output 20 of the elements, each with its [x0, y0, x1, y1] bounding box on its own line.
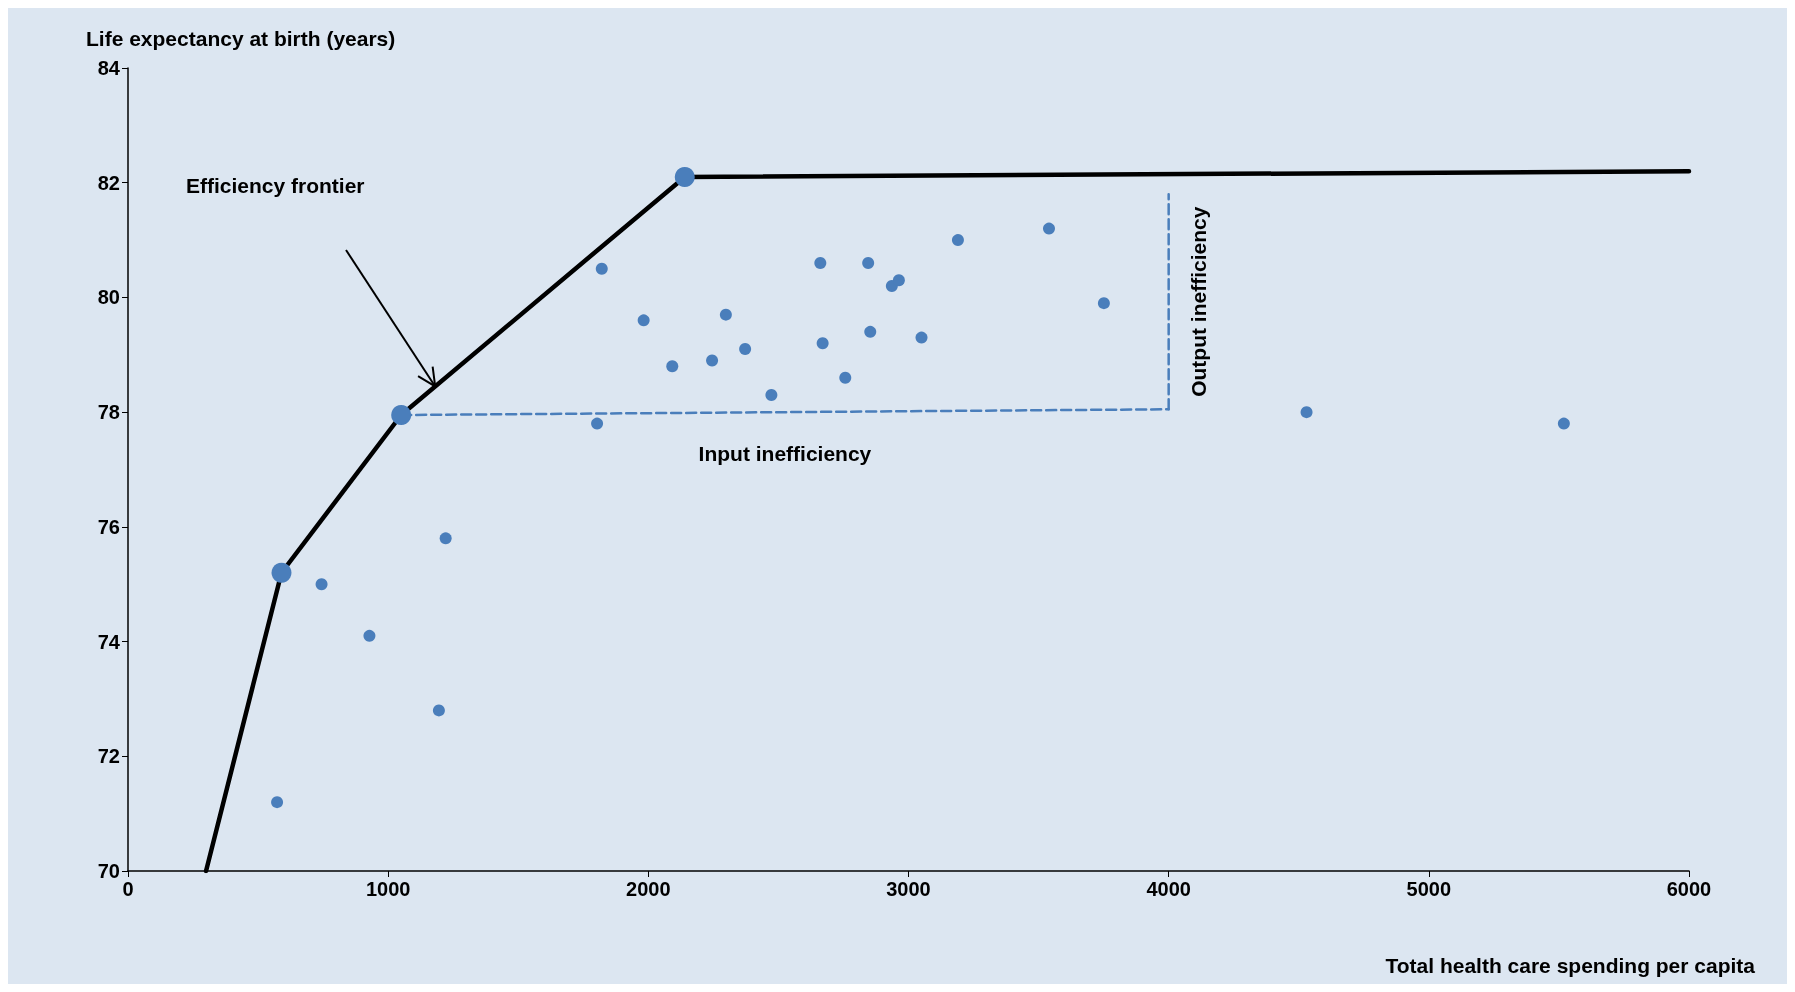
text: Output inefficiency [1187, 206, 1211, 397]
y-tick-label: 70 [97, 860, 120, 882]
y-tick-label: 74 [97, 630, 121, 653]
y-axis-title: Life expectancy at birth (years) [86, 27, 396, 50]
x-tick-label: 2000 [626, 878, 671, 900]
x-tick-label: 6000 [1666, 878, 1712, 900]
x-tick-label: 3000 [886, 878, 931, 900]
series-label: Input inefficiency [698, 442, 872, 466]
x-axis-title: Total health care spending per capita [1385, 954, 1756, 977]
y-tick-label: 84 [97, 57, 121, 79]
x-tick-label: 4000 [1146, 878, 1191, 900]
annotation: Efficiency frontier [186, 174, 365, 197]
x-tick-label: 5000 [1406, 878, 1452, 900]
x-tick-label: 1000 [365, 878, 411, 900]
y-tick-label: 80 [97, 286, 120, 309]
y-tick-label: 76 [97, 515, 120, 538]
y-tick-label: 78 [97, 401, 120, 424]
x-tick-label: 0 [122, 878, 134, 900]
y-tick-label: 72 [97, 745, 120, 768]
y-tick-label: 82 [97, 171, 120, 194]
